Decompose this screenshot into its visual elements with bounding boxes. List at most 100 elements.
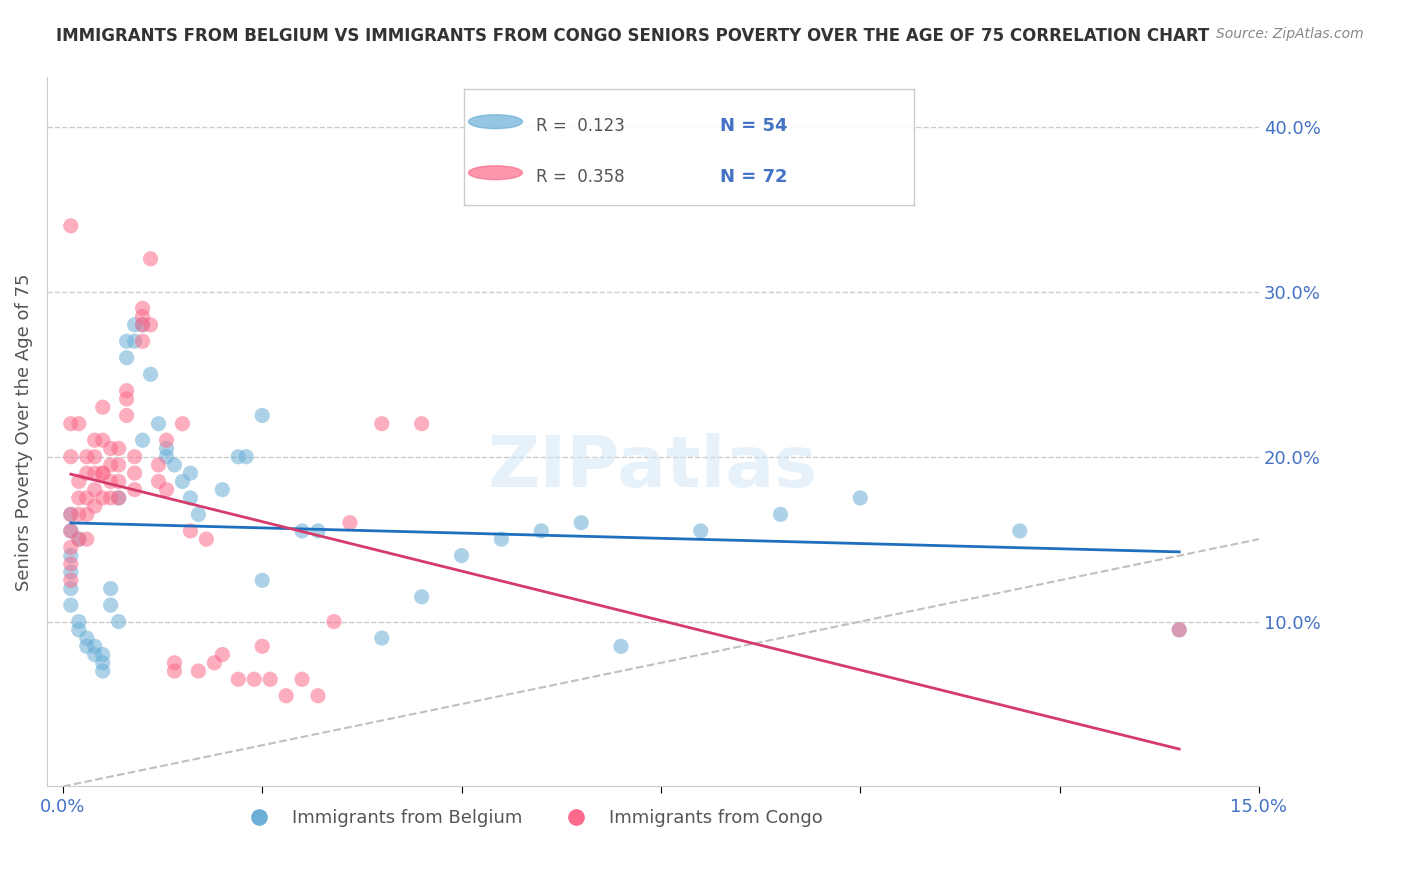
Immigrants from Belgium — [1168, 623, 1191, 637]
Immigrants from Congo — [131, 310, 153, 324]
Immigrants from Congo — [202, 656, 225, 670]
Immigrants from Congo — [323, 615, 346, 629]
Immigrants from Congo — [100, 475, 122, 489]
Immigrants from Belgium — [124, 318, 146, 332]
Text: N = 54: N = 54 — [720, 118, 787, 136]
Immigrants from Congo — [59, 541, 82, 555]
Immigrants from Congo — [250, 640, 273, 654]
Immigrants from Congo — [115, 409, 138, 423]
Immigrants from Belgium — [291, 524, 314, 538]
Immigrants from Congo — [187, 664, 209, 678]
Immigrants from Belgium — [610, 640, 633, 654]
Immigrants from Belgium — [307, 524, 329, 538]
Text: IMMIGRANTS FROM BELGIUM VS IMMIGRANTS FROM CONGO SENIORS POVERTY OVER THE AGE OF: IMMIGRANTS FROM BELGIUM VS IMMIGRANTS FR… — [56, 27, 1209, 45]
Immigrants from Belgium — [76, 640, 98, 654]
Immigrants from Congo — [83, 434, 105, 448]
Immigrants from Congo — [107, 442, 129, 456]
Immigrants from Belgium — [226, 450, 249, 464]
Immigrants from Congo — [307, 689, 329, 703]
Immigrants from Congo — [195, 532, 218, 546]
Immigrants from Congo — [83, 499, 105, 513]
Immigrants from Belgium — [131, 434, 153, 448]
Immigrants from Belgium — [179, 491, 201, 505]
Immigrants from Belgium — [148, 417, 170, 431]
Immigrants from Congo — [291, 673, 314, 687]
Immigrants from Congo — [274, 689, 297, 703]
Immigrants from Belgium — [187, 508, 209, 522]
Immigrants from Congo — [411, 417, 433, 431]
Immigrants from Belgium — [411, 590, 433, 604]
Immigrants from Congo — [59, 219, 82, 233]
Immigrants from Belgium — [1008, 524, 1031, 538]
Text: Source: ZipAtlas.com: Source: ZipAtlas.com — [1216, 27, 1364, 41]
Immigrants from Congo — [59, 508, 82, 522]
Immigrants from Belgium — [769, 508, 792, 522]
Immigrants from Belgium — [59, 582, 82, 596]
Immigrants from Belgium — [211, 483, 233, 497]
Y-axis label: Seniors Poverty Over the Age of 75: Seniors Poverty Over the Age of 75 — [15, 273, 32, 591]
Immigrants from Congo — [226, 673, 249, 687]
Immigrants from Belgium — [59, 565, 82, 579]
Immigrants from Belgium — [67, 532, 90, 546]
Immigrants from Congo — [100, 491, 122, 505]
Immigrants from Belgium — [59, 598, 82, 612]
Immigrants from Belgium — [67, 623, 90, 637]
Immigrants from Belgium — [163, 458, 186, 472]
Immigrants from Belgium — [530, 524, 553, 538]
Immigrants from Congo — [124, 483, 146, 497]
Text: ZIPatlas: ZIPatlas — [488, 433, 818, 502]
Immigrants from Congo — [148, 458, 170, 472]
Immigrants from Belgium — [100, 598, 122, 612]
Immigrants from Congo — [211, 648, 233, 662]
Immigrants from Congo — [155, 483, 177, 497]
Immigrants from Belgium — [76, 631, 98, 645]
Immigrants from Congo — [107, 458, 129, 472]
Immigrants from Belgium — [179, 466, 201, 480]
Immigrants from Congo — [59, 524, 82, 538]
Immigrants from Belgium — [235, 450, 257, 464]
Immigrants from Congo — [124, 450, 146, 464]
Immigrants from Congo — [76, 508, 98, 522]
Immigrants from Congo — [59, 574, 82, 588]
Immigrants from Congo — [83, 450, 105, 464]
Immigrants from Belgium — [91, 648, 114, 662]
Immigrants from Belgium — [172, 475, 194, 489]
Immigrants from Congo — [131, 334, 153, 349]
Immigrants from Belgium — [689, 524, 711, 538]
Immigrants from Congo — [67, 417, 90, 431]
Immigrants from Belgium — [83, 640, 105, 654]
Immigrants from Congo — [139, 318, 162, 332]
Immigrants from Congo — [59, 450, 82, 464]
Immigrants from Congo — [163, 664, 186, 678]
Immigrants from Congo — [259, 673, 281, 687]
Immigrants from Congo — [76, 532, 98, 546]
Immigrants from Congo — [148, 475, 170, 489]
Immigrants from Belgium — [131, 318, 153, 332]
Immigrants from Belgium — [371, 631, 394, 645]
Immigrants from Belgium — [124, 334, 146, 349]
Immigrants from Belgium — [491, 532, 513, 546]
Immigrants from Belgium — [155, 450, 177, 464]
Immigrants from Belgium — [59, 508, 82, 522]
Immigrants from Congo — [100, 458, 122, 472]
Immigrants from Congo — [67, 491, 90, 505]
Immigrants from Belgium — [67, 615, 90, 629]
Text: R =  0.123: R = 0.123 — [536, 118, 624, 136]
Immigrants from Congo — [339, 516, 361, 530]
Immigrants from Congo — [107, 475, 129, 489]
Immigrants from Congo — [163, 656, 186, 670]
Immigrants from Congo — [139, 252, 162, 266]
Immigrants from Congo — [83, 483, 105, 497]
Immigrants from Congo — [76, 450, 98, 464]
Immigrants from Belgium — [59, 524, 82, 538]
Immigrants from Congo — [76, 466, 98, 480]
Immigrants from Congo — [76, 491, 98, 505]
Immigrants from Congo — [243, 673, 266, 687]
Immigrants from Congo — [91, 401, 114, 415]
Immigrants from Congo — [172, 417, 194, 431]
Immigrants from Belgium — [155, 442, 177, 456]
Immigrants from Congo — [100, 442, 122, 456]
Immigrants from Belgium — [849, 491, 872, 505]
Legend: Immigrants from Belgium, Immigrants from Congo: Immigrants from Belgium, Immigrants from… — [233, 802, 830, 834]
Immigrants from Belgium — [250, 409, 273, 423]
